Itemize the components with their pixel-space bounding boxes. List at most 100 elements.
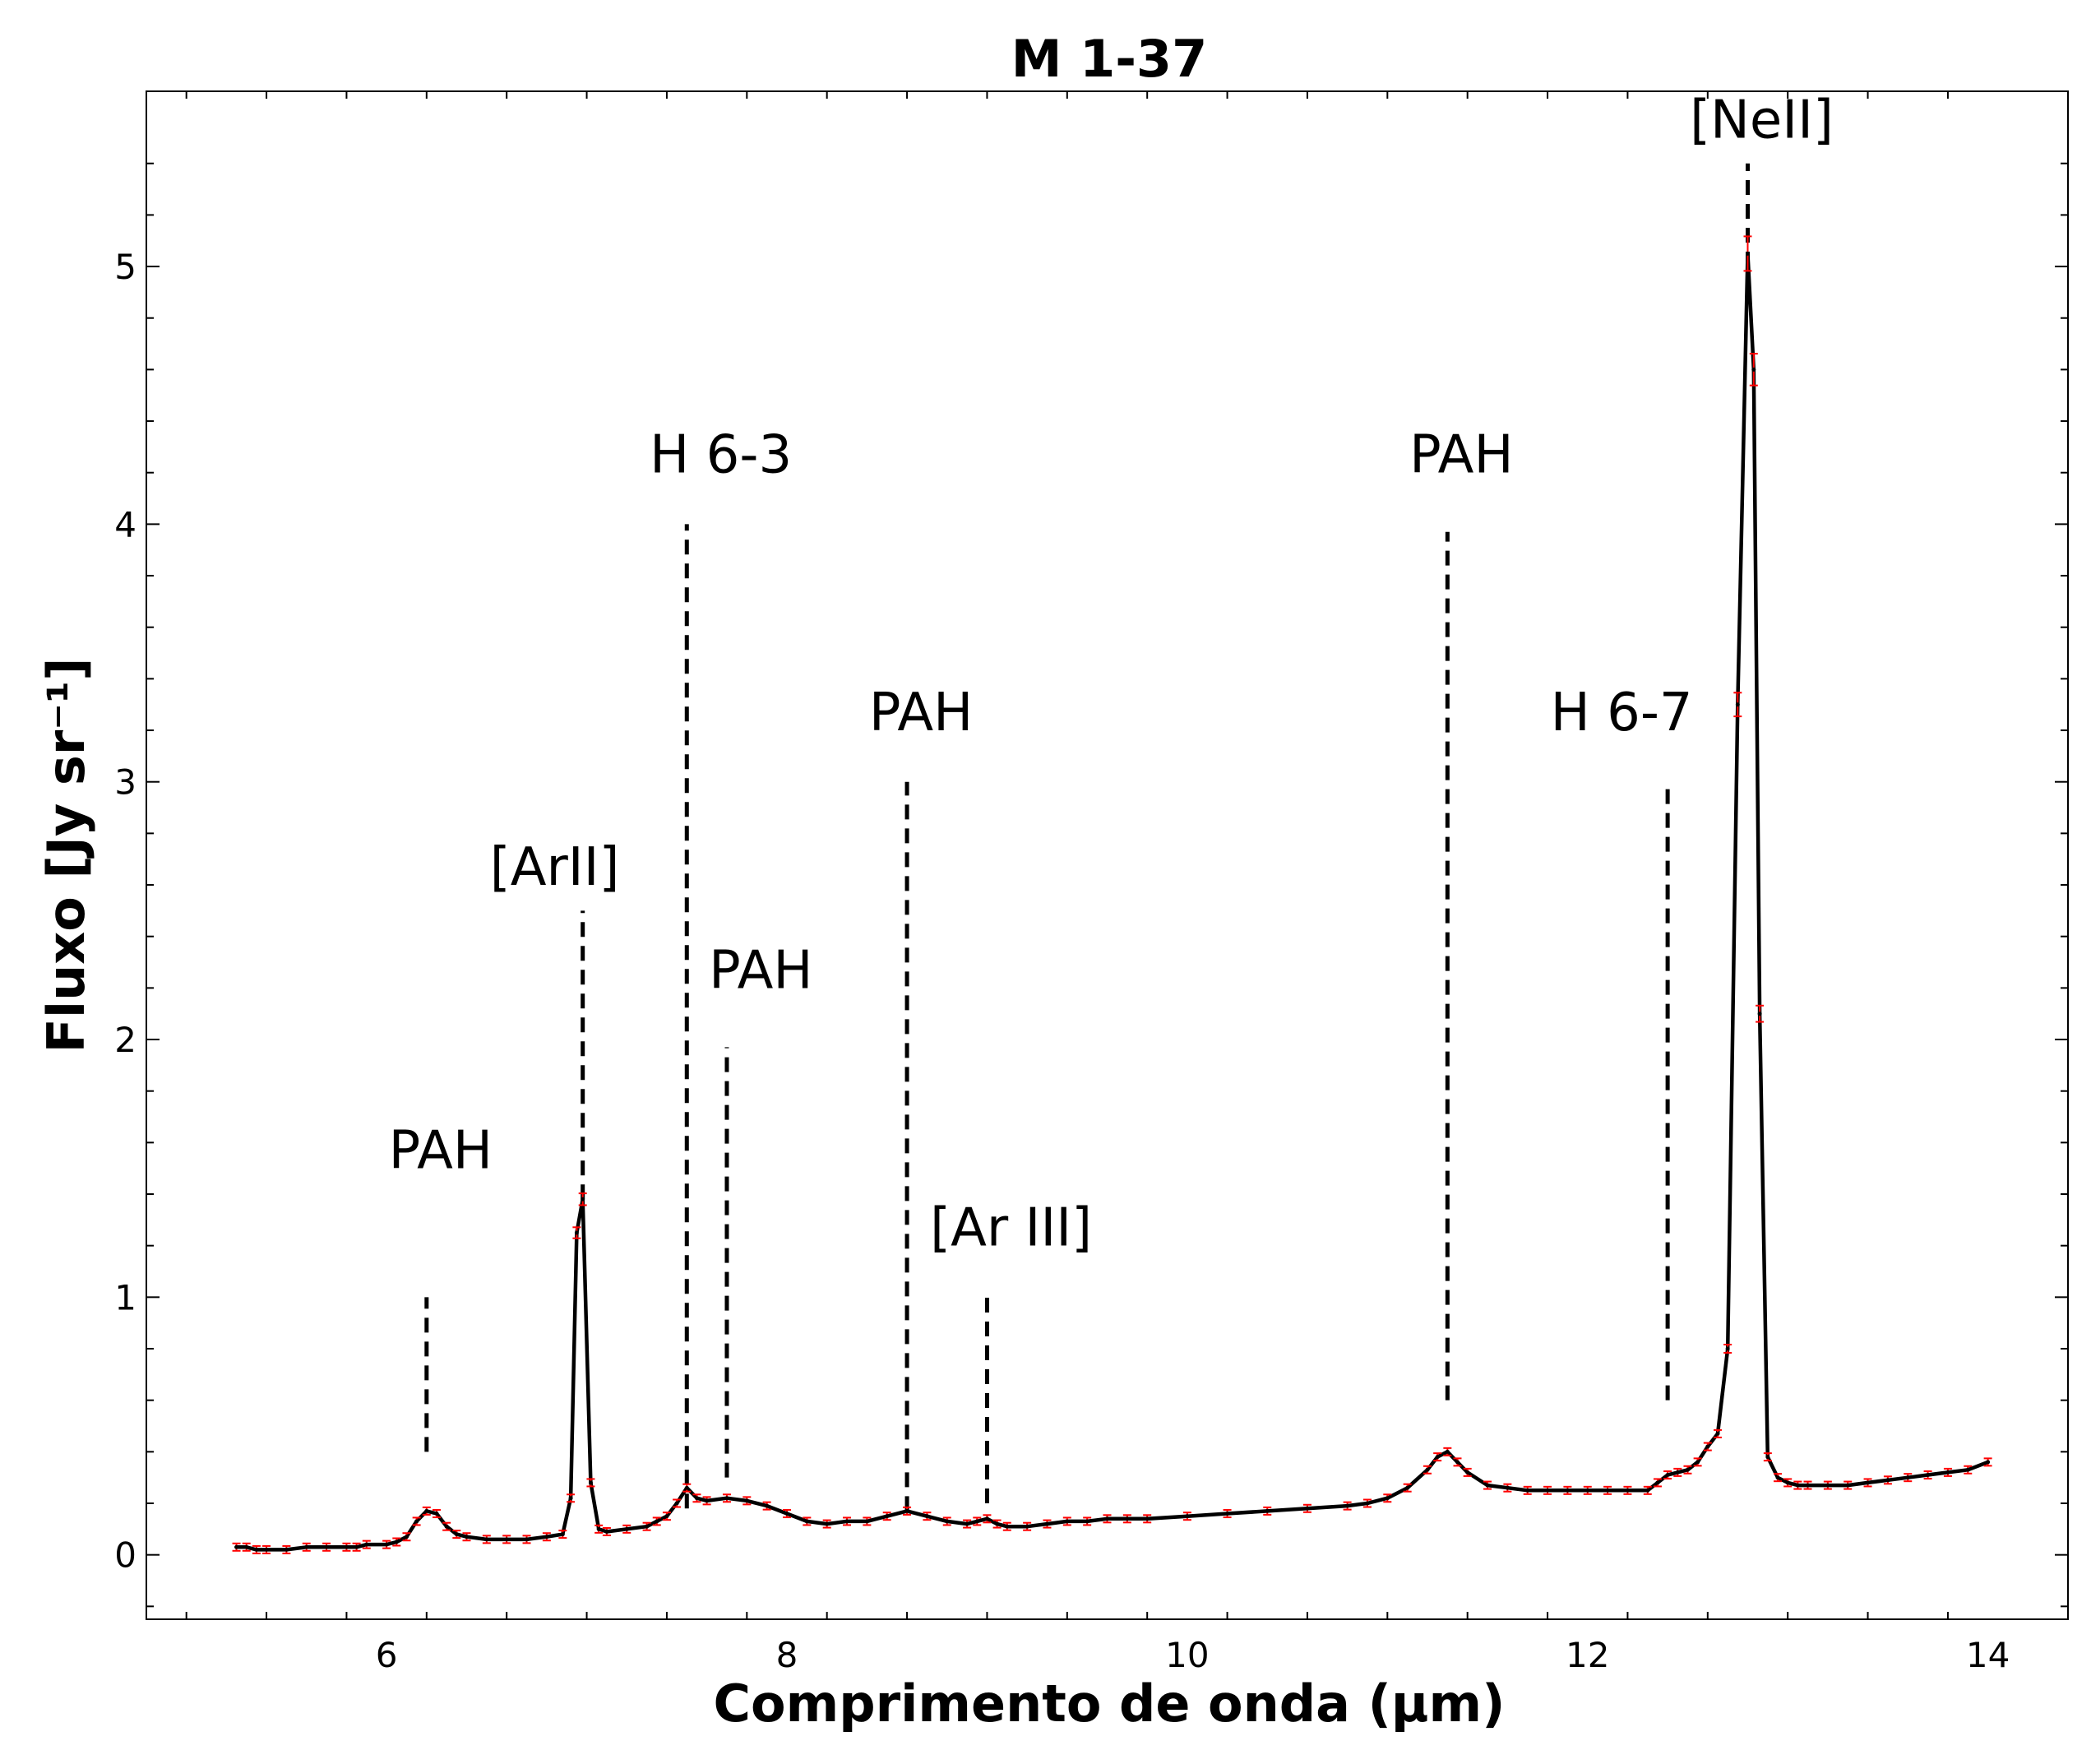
data-point: [1885, 1478, 1890, 1483]
data-point: [1746, 251, 1750, 256]
data-point: [560, 1532, 565, 1537]
data-point: [596, 1526, 601, 1531]
data-point: [568, 1496, 573, 1501]
data-point: [404, 1535, 409, 1539]
plot-frame: [146, 90, 2069, 1620]
data-point: [1735, 702, 1740, 707]
chart-title: M 1-37: [1011, 29, 1207, 89]
data-point: [574, 1230, 579, 1235]
data-point: [1751, 367, 1756, 372]
x-tick-label: 12: [1566, 1635, 1609, 1675]
data-point: [844, 1519, 849, 1524]
data-point: [1485, 1483, 1490, 1488]
y-tick-label: 4: [114, 504, 136, 544]
data-point: [504, 1537, 509, 1542]
y-axis-label: Fluxo [Jy sr⁻¹]: [36, 657, 96, 1053]
y-tick-label: 5: [114, 247, 136, 287]
data-point: [465, 1535, 469, 1539]
data-point: [424, 1508, 429, 1513]
annotation-label: PAH: [1409, 425, 1513, 486]
data-point: [1945, 1470, 1950, 1475]
data-point: [1685, 1467, 1690, 1472]
x-tick-label: 10: [1165, 1635, 1209, 1675]
data-point: [1775, 1475, 1780, 1480]
data-point: [604, 1529, 609, 1534]
data-point: [1365, 1501, 1370, 1506]
data-point: [945, 1519, 950, 1524]
data-point: [705, 1498, 710, 1503]
data-point: [1185, 1514, 1190, 1519]
data-point: [664, 1514, 669, 1519]
data-point: [1125, 1516, 1130, 1521]
data-point: [804, 1519, 809, 1524]
data-point: [1345, 1503, 1350, 1508]
data-point: [324, 1544, 329, 1549]
data-point: [254, 1547, 259, 1552]
data-point: [1305, 1506, 1310, 1511]
data-point: [1725, 1346, 1730, 1351]
data-point: [924, 1514, 929, 1519]
data-point: [364, 1542, 369, 1547]
annotation-label: H 6-7: [1551, 683, 1693, 743]
data-point: [1445, 1449, 1450, 1454]
y-tick-label: 1: [114, 1277, 136, 1317]
x-axis-label: Comprimento de onda (μm): [714, 1674, 1506, 1734]
annotation-label: PAH: [389, 1121, 493, 1182]
data-point: [1845, 1483, 1850, 1488]
data-point: [744, 1498, 749, 1503]
data-point: [1145, 1516, 1150, 1521]
data-point: [1005, 1524, 1010, 1529]
data-point: [1625, 1488, 1630, 1493]
data-point: [765, 1503, 770, 1508]
annotation-label: [Ar III]: [930, 1198, 1092, 1259]
x-tick-label: 8: [776, 1635, 798, 1675]
data-point: [784, 1512, 789, 1516]
data-point: [1085, 1519, 1089, 1524]
data-point: [995, 1521, 1000, 1526]
data-point: [1044, 1521, 1049, 1526]
data-point: [1405, 1485, 1410, 1490]
data-point: [1795, 1483, 1800, 1488]
data-point: [1435, 1455, 1440, 1460]
data-point: [825, 1521, 830, 1526]
data-point: [1765, 1455, 1770, 1460]
data-point: [1465, 1470, 1470, 1475]
data-point: [1105, 1516, 1109, 1521]
data-point: [384, 1542, 389, 1547]
data-point: [244, 1544, 249, 1549]
annotation-label: PAH: [869, 683, 973, 743]
x-tick-label: 14: [1966, 1635, 2010, 1675]
data-point: [284, 1547, 289, 1552]
data-point: [234, 1544, 239, 1549]
data-point: [1965, 1467, 1970, 1472]
data-point: [1825, 1483, 1830, 1488]
data-point: [674, 1501, 679, 1506]
data-point: [1757, 1012, 1762, 1016]
data-point: [454, 1532, 459, 1537]
data-point: [1655, 1480, 1660, 1485]
data-point: [1455, 1460, 1460, 1465]
data-point: [694, 1496, 699, 1501]
data-point: [1715, 1431, 1720, 1436]
data-point: [525, 1537, 530, 1542]
data-point: [484, 1537, 489, 1542]
annotation-label: PAH: [709, 940, 812, 1001]
data-point: [1645, 1488, 1650, 1493]
data-point: [1866, 1480, 1871, 1485]
annotation-label: H 6-3: [650, 425, 792, 486]
data-point: [264, 1547, 269, 1552]
data-point: [1025, 1524, 1029, 1529]
data-point: [984, 1516, 989, 1521]
data-point: [1265, 1508, 1270, 1513]
data-point: [1905, 1475, 1910, 1480]
data-point: [304, 1544, 309, 1549]
x-tick-label: 6: [376, 1635, 398, 1675]
data-point: [965, 1521, 969, 1526]
data-point: [588, 1480, 593, 1485]
spectrum-line: [236, 252, 1989, 1552]
data-point: [414, 1519, 419, 1524]
data-point: [1986, 1460, 1991, 1465]
y-tick-label: 3: [114, 762, 136, 803]
data-point: [1505, 1485, 1510, 1490]
